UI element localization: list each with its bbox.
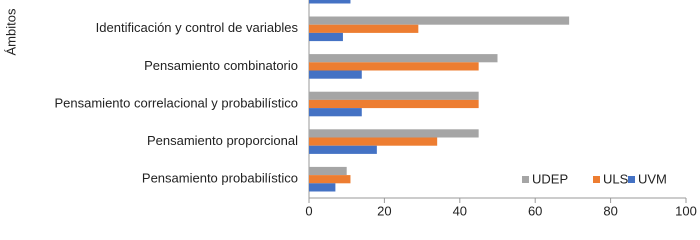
bar: [309, 24, 419, 33]
x-tick-label: 100: [675, 203, 697, 218]
y-axis-label: Ámbitos: [3, 8, 18, 55]
bar: [309, 32, 343, 42]
x-tick-label: 0: [305, 203, 312, 218]
legend-label: UVM: [638, 171, 667, 186]
bar: [309, 54, 498, 63]
bar: [309, 175, 351, 184]
bar: [309, 16, 570, 25]
bar: [309, 129, 479, 138]
legend-marker: [593, 176, 600, 183]
legend-marker: [628, 176, 635, 183]
bar: [309, 145, 377, 154]
bar: [309, 99, 479, 109]
y-tick-label: Pensamiento correlacional y probabilísti…: [54, 95, 298, 110]
bar: [309, 62, 479, 71]
x-tick-label: 40: [453, 203, 467, 218]
y-tick-label: Identificación y control de variables: [96, 20, 299, 35]
legend-label: ULS: [603, 171, 629, 186]
legend-marker: [522, 176, 529, 183]
y-tick-label: Pensamiento combinatorio: [144, 58, 298, 73]
x-tick-label: 60: [528, 203, 542, 218]
bar: [309, 166, 347, 176]
x-tick-label: 80: [603, 203, 617, 218]
x-tick-label: 20: [377, 203, 391, 218]
chart: Ámbitos 0 20 40 60 80 100 Identificación y con…: [3, 0, 697, 218]
legend-label: UDEP: [532, 171, 568, 186]
bar: [309, 108, 362, 117]
bar: [309, 183, 336, 192]
bar: [309, 91, 479, 100]
bar: [309, 0, 351, 4]
bar: [309, 137, 438, 146]
bar: [309, 70, 362, 79]
y-tick-label: Pensamiento probabilístico: [142, 171, 298, 186]
y-tick-label: Pensamiento proporcional: [147, 133, 298, 148]
